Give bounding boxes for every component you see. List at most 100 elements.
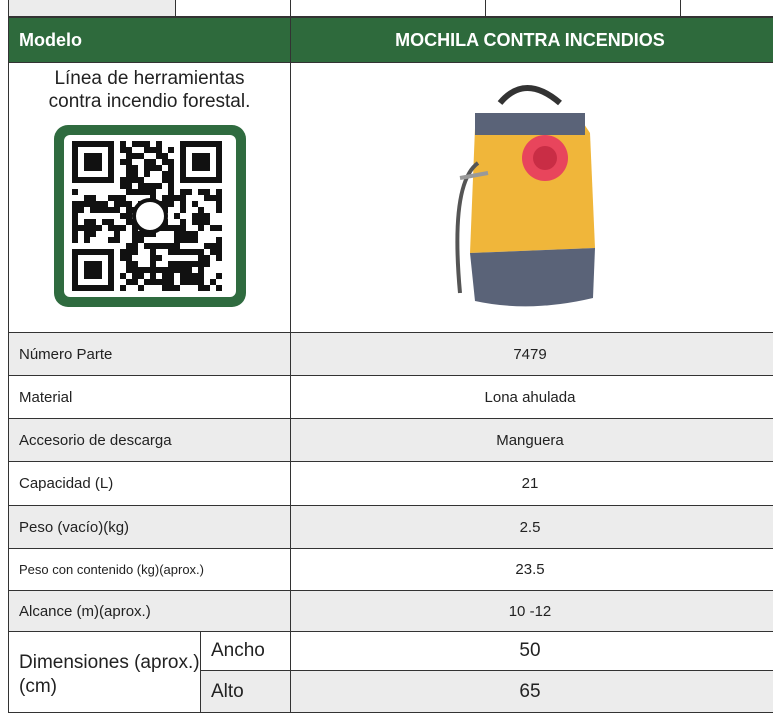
qr-module [203, 189, 210, 195]
qr-module [197, 189, 204, 195]
qr-module [119, 255, 126, 261]
row-label: Número Parte [8, 332, 291, 376]
qr-module [161, 285, 168, 291]
qr-module [113, 201, 120, 207]
row-label: Capacidad (L) [8, 461, 291, 506]
qr-module [119, 183, 126, 189]
qr-module [125, 261, 132, 267]
qr-module [119, 249, 126, 255]
qr-module [101, 219, 108, 225]
qr-module [191, 153, 210, 171]
qr-module [215, 189, 222, 195]
qr-module [191, 237, 198, 243]
qr-module [215, 195, 222, 201]
qr-module [215, 249, 222, 255]
qr-module [179, 231, 186, 237]
qr-module [119, 273, 126, 279]
qr-module [131, 141, 138, 147]
qr-module [155, 141, 162, 147]
qr-module [191, 219, 198, 225]
qr-module [167, 195, 174, 201]
qr-module [215, 285, 222, 291]
qr-module [185, 249, 192, 255]
qr-module [83, 225, 90, 231]
qr-module [203, 285, 210, 291]
qr-module [113, 195, 120, 201]
cell [680, 0, 773, 17]
qr-module [83, 201, 90, 207]
description: Línea de herramientas contra incendio fo… [48, 68, 251, 112]
image-cell [290, 62, 773, 333]
cell [175, 0, 291, 17]
qr-module [191, 261, 198, 267]
qr-module [173, 243, 180, 249]
qr-module [203, 243, 210, 249]
qr-module [125, 201, 132, 207]
row-value: 21 [290, 461, 773, 506]
qr-module [179, 225, 186, 231]
qr-module [119, 141, 126, 147]
qr-module [71, 207, 78, 213]
qr-module [173, 231, 180, 237]
qr-module [101, 201, 108, 207]
row-value: 10 -12 [290, 590, 773, 632]
qr-module [179, 249, 186, 255]
qr-module [215, 273, 222, 279]
qr-module [161, 243, 168, 249]
qr-module [203, 213, 210, 219]
qr-module [149, 195, 156, 201]
qr-module [209, 195, 216, 201]
qr-module [197, 261, 204, 267]
row-value: 2.5 [290, 505, 773, 549]
qr-module [131, 249, 138, 255]
qr-module [209, 249, 216, 255]
qr-module [173, 267, 180, 273]
dimensions-label: Dimensiones (aprox.)(cm) [8, 631, 201, 713]
qr-module [107, 237, 114, 243]
qr-module [71, 213, 78, 219]
qr-module [215, 207, 222, 213]
qr-module [209, 225, 216, 231]
qr-module [137, 183, 144, 189]
qr-module [119, 159, 126, 165]
qr-module [149, 159, 156, 165]
qr-module [131, 279, 138, 285]
qr-module [167, 171, 174, 177]
qr-module [149, 249, 156, 255]
qr-module [131, 243, 138, 249]
qr-module [143, 243, 150, 249]
qr-module [77, 201, 84, 207]
qr-module [137, 141, 144, 147]
qr-module [143, 183, 150, 189]
qr-module [137, 153, 144, 159]
qr-module [125, 159, 132, 165]
qr-module [191, 231, 198, 237]
qr-module [119, 195, 126, 201]
qr-module [185, 261, 192, 267]
qr-module [131, 267, 138, 273]
qr-module [113, 207, 120, 213]
qr-module [83, 219, 90, 225]
qr-module [197, 255, 204, 261]
qr-module [203, 219, 210, 225]
qr-module [203, 261, 210, 267]
qr-module [71, 219, 78, 225]
qr-module [197, 249, 204, 255]
dimension-name: Alto [200, 670, 291, 713]
qr-module [107, 219, 114, 225]
qr-module [167, 189, 174, 195]
qr-module [143, 171, 150, 177]
qr-module [77, 207, 84, 213]
qr-module [149, 267, 156, 273]
qr-module [125, 243, 132, 249]
qr-module [149, 147, 156, 153]
qr-module [197, 285, 204, 291]
qr-module [119, 201, 126, 207]
qr-module [125, 189, 132, 195]
qr-module [137, 273, 144, 279]
qr-module [125, 183, 132, 189]
qr-module [167, 159, 174, 165]
qr-module [179, 207, 186, 213]
qr-module [89, 219, 96, 225]
